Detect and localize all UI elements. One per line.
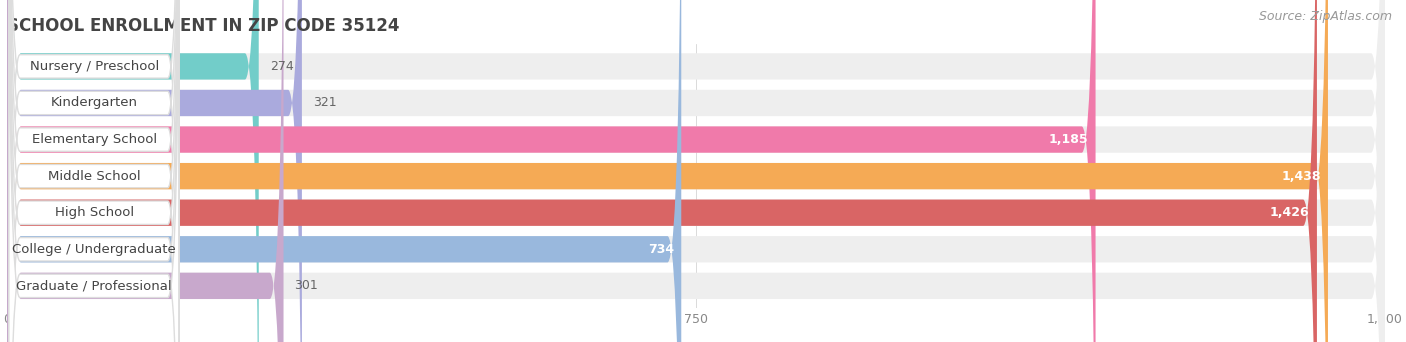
FancyBboxPatch shape [7,0,1385,342]
FancyBboxPatch shape [8,0,179,342]
FancyBboxPatch shape [7,0,1385,342]
Text: Kindergarten: Kindergarten [51,96,138,109]
FancyBboxPatch shape [8,0,179,342]
Text: 301: 301 [294,279,318,292]
FancyBboxPatch shape [8,0,179,342]
FancyBboxPatch shape [7,0,1327,342]
Text: SCHOOL ENROLLMENT IN ZIP CODE 35124: SCHOOL ENROLLMENT IN ZIP CODE 35124 [7,16,399,35]
FancyBboxPatch shape [8,0,179,342]
Text: Middle School: Middle School [48,170,141,183]
Text: College / Undergraduate: College / Undergraduate [13,243,176,256]
FancyBboxPatch shape [7,0,1095,342]
Text: 1,438: 1,438 [1281,170,1320,183]
FancyBboxPatch shape [8,0,179,342]
Text: Nursery / Preschool: Nursery / Preschool [30,60,159,73]
FancyBboxPatch shape [7,0,1385,342]
Text: 1,426: 1,426 [1270,206,1309,219]
FancyBboxPatch shape [7,0,259,342]
FancyBboxPatch shape [8,0,179,342]
Text: Elementary School: Elementary School [32,133,157,146]
Text: 321: 321 [314,96,336,109]
FancyBboxPatch shape [7,0,1385,342]
Text: Graduate / Professional: Graduate / Professional [17,279,172,292]
Text: 734: 734 [648,243,673,256]
FancyBboxPatch shape [7,0,284,342]
FancyBboxPatch shape [7,0,1385,342]
Text: Source: ZipAtlas.com: Source: ZipAtlas.com [1258,10,1392,23]
Text: 274: 274 [270,60,294,73]
FancyBboxPatch shape [7,0,1385,342]
Text: 1,185: 1,185 [1049,133,1088,146]
FancyBboxPatch shape [7,0,302,342]
FancyBboxPatch shape [7,0,1317,342]
FancyBboxPatch shape [8,0,179,342]
FancyBboxPatch shape [7,0,682,342]
FancyBboxPatch shape [7,0,1385,342]
Text: High School: High School [55,206,134,219]
